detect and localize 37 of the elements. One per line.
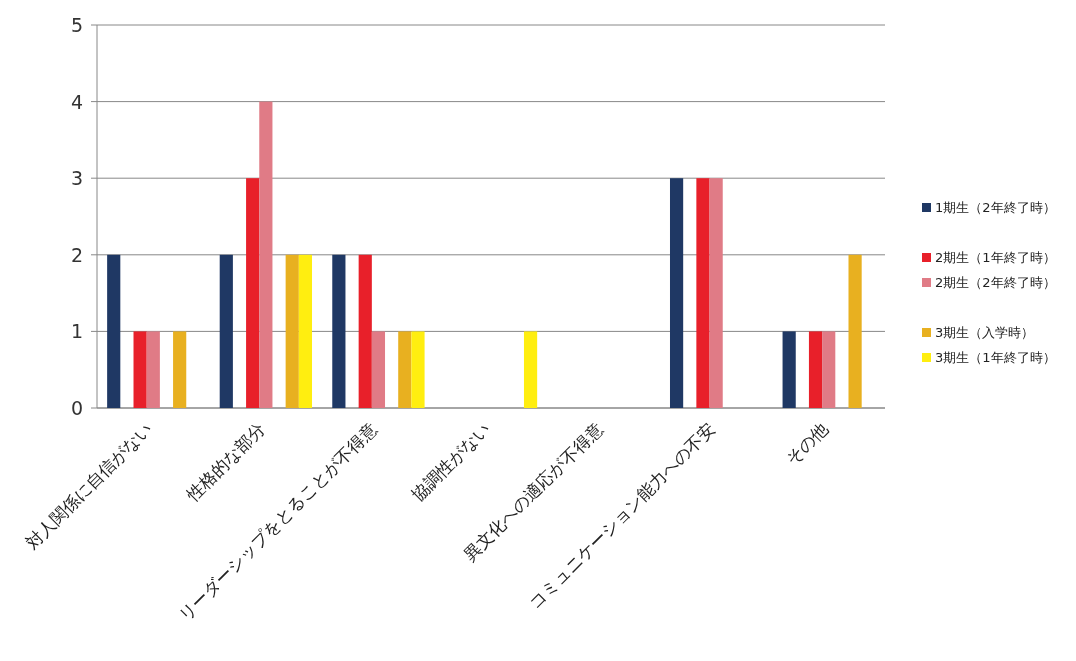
- bar: [808, 331, 823, 408]
- bar: [246, 178, 260, 408]
- x-tick-label: 協調性がない: [407, 418, 494, 505]
- bar: [219, 254, 233, 408]
- bar: [523, 331, 538, 408]
- y-tick-label: 3: [70, 167, 83, 190]
- legend-label: 3期生（入学時）: [935, 325, 1035, 340]
- bar: [173, 331, 187, 408]
- bar: [371, 331, 386, 408]
- bar: [848, 254, 862, 408]
- bar: [259, 101, 273, 408]
- x-tick-label: 対人関係に自信がない: [21, 418, 157, 554]
- bar: [669, 178, 684, 408]
- y-tick-label: 4: [70, 90, 83, 113]
- bar: [146, 331, 160, 408]
- x-tick-label: その他: [781, 418, 832, 469]
- legend-label: 2期生（1年終了時）: [935, 250, 1056, 265]
- legend-label: 2期生（2年終了時）: [935, 275, 1056, 290]
- bar: [411, 331, 425, 408]
- bar: [133, 331, 147, 408]
- x-tick-label: 性格的な部分: [181, 418, 269, 506]
- bar: [298, 254, 313, 408]
- bar: [285, 254, 299, 408]
- y-tick-label: 0: [70, 397, 83, 419]
- legend-label: 3期生（1年終了時）: [935, 350, 1056, 365]
- legend-label: 1期生（2年終了時）: [935, 200, 1056, 215]
- bar: [358, 254, 372, 408]
- bar: [696, 178, 710, 408]
- bar: [398, 331, 412, 408]
- y-tick-label: 5: [70, 14, 83, 36]
- bar: [332, 254, 346, 408]
- y-tick-label: 1: [70, 320, 83, 343]
- bar: [709, 178, 723, 408]
- y-tick-label: 2: [70, 243, 83, 266]
- bar: [107, 254, 121, 408]
- bar: [782, 331, 796, 408]
- bar: [822, 331, 836, 408]
